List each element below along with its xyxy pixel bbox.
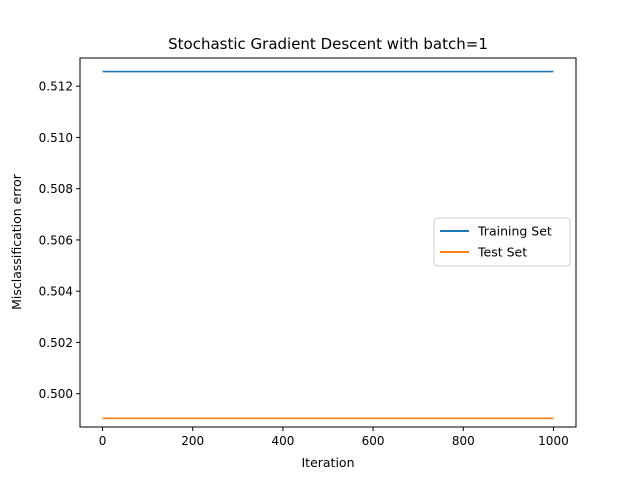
legend-label-training: Training Set	[477, 224, 552, 239]
legend: Training Set Test Set	[433, 217, 571, 267]
series-layer	[102, 70, 554, 420]
y-tick-label-3: 0.506	[39, 233, 73, 247]
y-tick-label-5: 0.510	[39, 131, 73, 145]
y-tick-label-1: 0.502	[39, 336, 73, 350]
x-tick-label-2: 400	[271, 434, 294, 448]
y-tick-label-6: 0.512	[39, 80, 73, 94]
y-tick-label-2: 0.504	[39, 285, 73, 299]
chart-title: Stochastic Gradient Descent with batch=1	[168, 35, 488, 53]
x-tick-label-1: 200	[181, 434, 204, 448]
x-axis-ticks: 0 200 400 600 800 1000	[99, 427, 569, 448]
y-tick-label-4: 0.508	[39, 182, 73, 196]
plot-frame	[79, 57, 577, 428]
x-tick-label-4: 800	[452, 434, 475, 448]
x-axis-label: Iteration	[301, 455, 354, 470]
y-tick-label-0: 0.500	[39, 387, 73, 401]
x-tick-label-3: 600	[362, 434, 385, 448]
legend-label-test: Test Set	[477, 245, 527, 260]
x-tick-label-0: 0	[99, 434, 107, 448]
y-axis-label: Misclassification error	[9, 173, 24, 310]
x-tick-label-5: 1000	[538, 434, 569, 448]
y-axis-ticks: 0.500 0.502 0.504 0.506 0.508 0.510 0.512	[39, 80, 80, 401]
